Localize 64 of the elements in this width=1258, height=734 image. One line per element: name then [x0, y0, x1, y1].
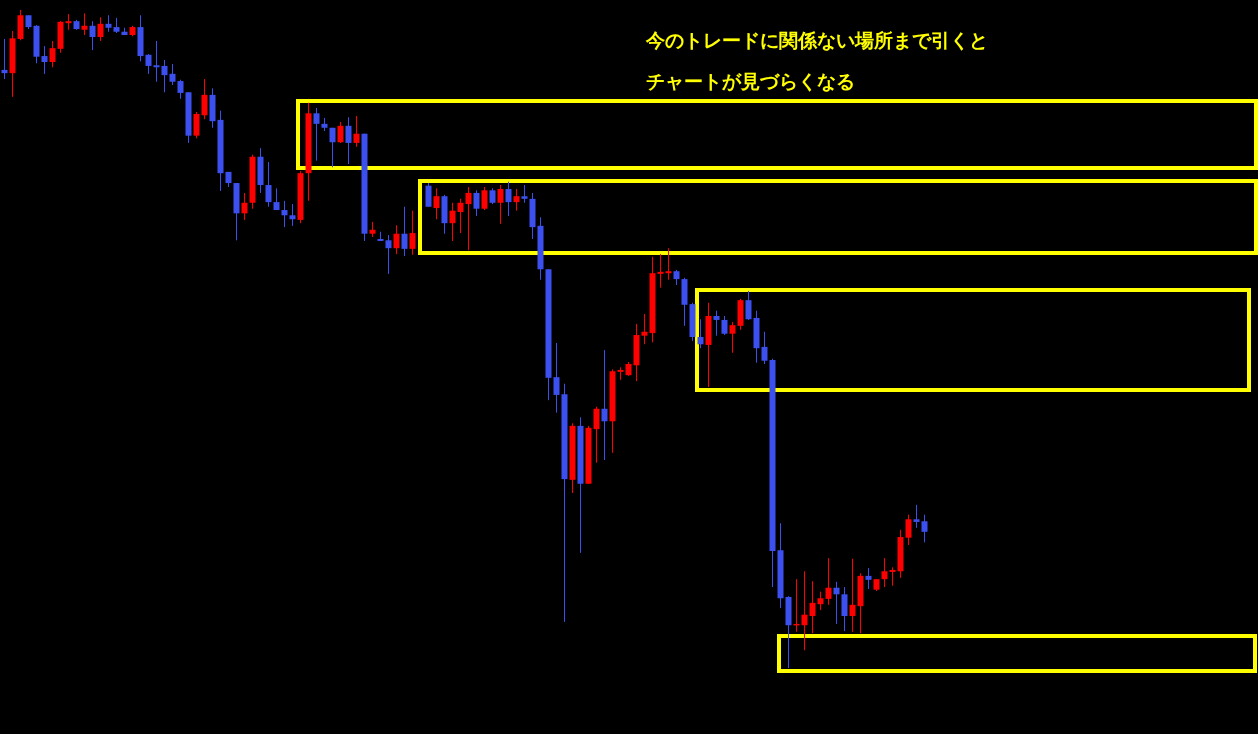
- candlestick: [153, 40, 160, 83]
- candlestick: [865, 567, 872, 590]
- candlestick: [841, 586, 848, 632]
- candlestick: [385, 234, 392, 275]
- candlestick: [809, 580, 816, 634]
- candlestick: [513, 188, 520, 212]
- candlestick: [745, 290, 752, 321]
- candlestick: [465, 186, 472, 251]
- candlestick: [201, 78, 208, 120]
- candlestick: [905, 514, 912, 546]
- candlestick: [265, 161, 272, 208]
- candlestick: [97, 16, 104, 42]
- candlestick: [553, 342, 560, 414]
- annotation: 今のトレードに関係ない場所まで引くと: [646, 28, 988, 53]
- candlestick: [657, 253, 664, 289]
- candlestick: [425, 182, 432, 208]
- candlestick: [313, 107, 320, 162]
- candlestick: [433, 187, 440, 220]
- candlestick: [241, 192, 248, 221]
- candlestick: [169, 63, 176, 86]
- candlestick: [665, 247, 672, 281]
- candlestick: [825, 557, 832, 606]
- candlestick: [289, 203, 296, 227]
- candlestick: [337, 121, 344, 144]
- candlestick: [41, 45, 48, 75]
- candlestick: [345, 116, 352, 165]
- candlestick: [721, 315, 728, 336]
- candlestick: [329, 127, 336, 168]
- candlestick: [281, 200, 288, 228]
- candlestick: [161, 59, 168, 93]
- candlestick: [177, 79, 184, 100]
- candlestick: [697, 318, 704, 349]
- candlestick: [881, 557, 888, 588]
- candlestick: [353, 115, 360, 148]
- candlestick: [473, 189, 480, 217]
- candlestick: [593, 406, 600, 464]
- candlestick: [481, 186, 488, 211]
- candlestick: [801, 570, 808, 651]
- candlestick: [17, 9, 24, 41]
- candlestick: [449, 202, 456, 242]
- candlestick: [817, 591, 824, 611]
- candlestick: [505, 181, 512, 217]
- candlestick: [761, 331, 768, 365]
- candlestick: [81, 12, 88, 36]
- candlestick: [913, 504, 920, 529]
- candlestick: [729, 321, 736, 354]
- candlestick: [889, 566, 896, 587]
- candlestick: [713, 310, 720, 337]
- candlestick: [145, 53, 152, 75]
- candlestick: [833, 581, 840, 625]
- candlestick: [601, 349, 608, 461]
- candlestick: [497, 184, 504, 225]
- annotation: チャートが見づらくなる: [646, 69, 856, 94]
- candlestick: [641, 313, 648, 345]
- candlestick: [849, 558, 856, 633]
- candlestick: [457, 198, 464, 234]
- candlestick: [409, 210, 416, 256]
- candlestick: [89, 20, 96, 51]
- candlestick: [1, 38, 8, 80]
- candlestick: [193, 111, 200, 139]
- candlestick: [921, 514, 928, 543]
- candlestick: [49, 40, 56, 68]
- candlestick: [393, 224, 400, 255]
- candlestick: [401, 206, 408, 257]
